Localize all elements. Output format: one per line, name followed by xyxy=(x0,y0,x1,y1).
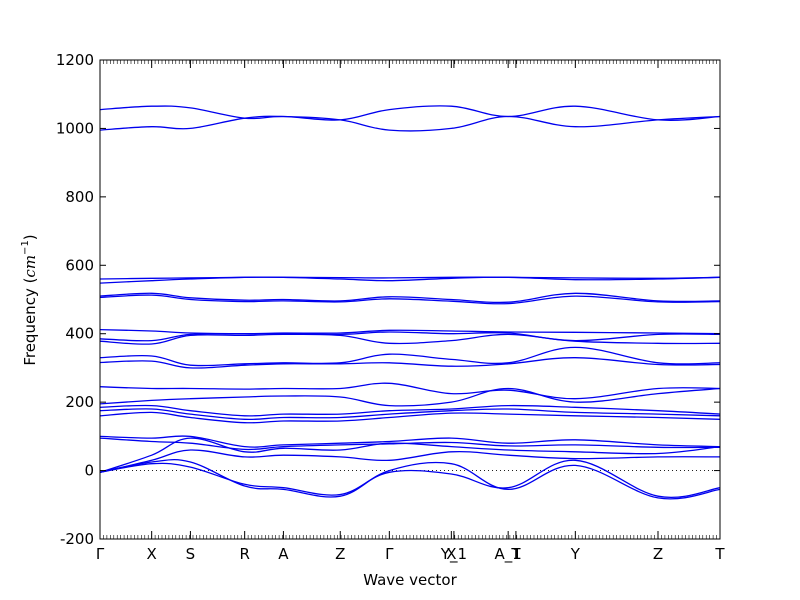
y-axis-label-close: ) xyxy=(21,234,39,240)
x-tick-label: Z xyxy=(335,545,345,563)
y-axis-label-exponent: −1 xyxy=(20,240,31,255)
x-axis-label: Wave vector xyxy=(363,571,457,589)
x-tick-label: A xyxy=(278,545,289,563)
y-axis-label-unit: cm xyxy=(21,255,39,278)
band-line-13 xyxy=(99,387,721,407)
x-tick-label: Y_1 xyxy=(440,545,467,564)
band-line-6 xyxy=(99,294,721,305)
band-line-7 xyxy=(99,328,721,335)
band-line-8 xyxy=(99,331,721,342)
x-tick-label: X xyxy=(446,545,456,563)
band-line-12 xyxy=(99,382,721,400)
y-tick-label: 800 xyxy=(65,188,94,206)
band-line-5 xyxy=(99,292,721,304)
y-tick-label: 1000 xyxy=(56,119,94,137)
x-tick-label: Γ xyxy=(96,545,105,563)
x-tick-label: S xyxy=(186,545,196,563)
plot-frame xyxy=(99,59,721,540)
band-line-16 xyxy=(99,411,721,424)
y-tick-label: 200 xyxy=(65,393,94,411)
band-line-22 xyxy=(99,459,721,498)
y-axis-label: Frequency (cm−1) xyxy=(20,234,39,365)
x-tick-label: Z xyxy=(653,545,663,563)
band-line-17 xyxy=(99,435,721,448)
y-tick-label: 600 xyxy=(65,256,94,274)
x-tick-label: A_1 xyxy=(495,545,522,564)
band-line-10 xyxy=(99,346,721,367)
band-line-19 xyxy=(99,437,721,473)
band-line-1 xyxy=(99,105,721,121)
band-line-14 xyxy=(99,404,721,417)
y-tick-label: 0 xyxy=(84,462,94,480)
band-line-18 xyxy=(99,437,721,451)
y-tick-label: -200 xyxy=(60,530,94,548)
band-line-15 xyxy=(99,408,721,421)
x-tick-label: Γ xyxy=(385,545,394,563)
y-tick-label: 400 xyxy=(65,325,94,343)
y-tick-label: 1200 xyxy=(56,51,94,69)
x-tick-label: R xyxy=(239,545,249,563)
band-line-11 xyxy=(99,357,721,369)
band-line-2 xyxy=(99,115,721,132)
band-line-20 xyxy=(99,449,721,473)
x-tick-label: Y xyxy=(570,545,581,563)
x-tick-label: T xyxy=(714,545,725,563)
y-axis-label-text: Frequency ( xyxy=(21,278,39,366)
x-tick-label: X xyxy=(147,545,157,563)
band-line-9 xyxy=(99,333,721,345)
x-tick-label: T xyxy=(510,545,521,563)
band-line-21 xyxy=(99,458,721,500)
band-line-3 xyxy=(99,276,721,280)
band-line-4 xyxy=(99,276,721,284)
